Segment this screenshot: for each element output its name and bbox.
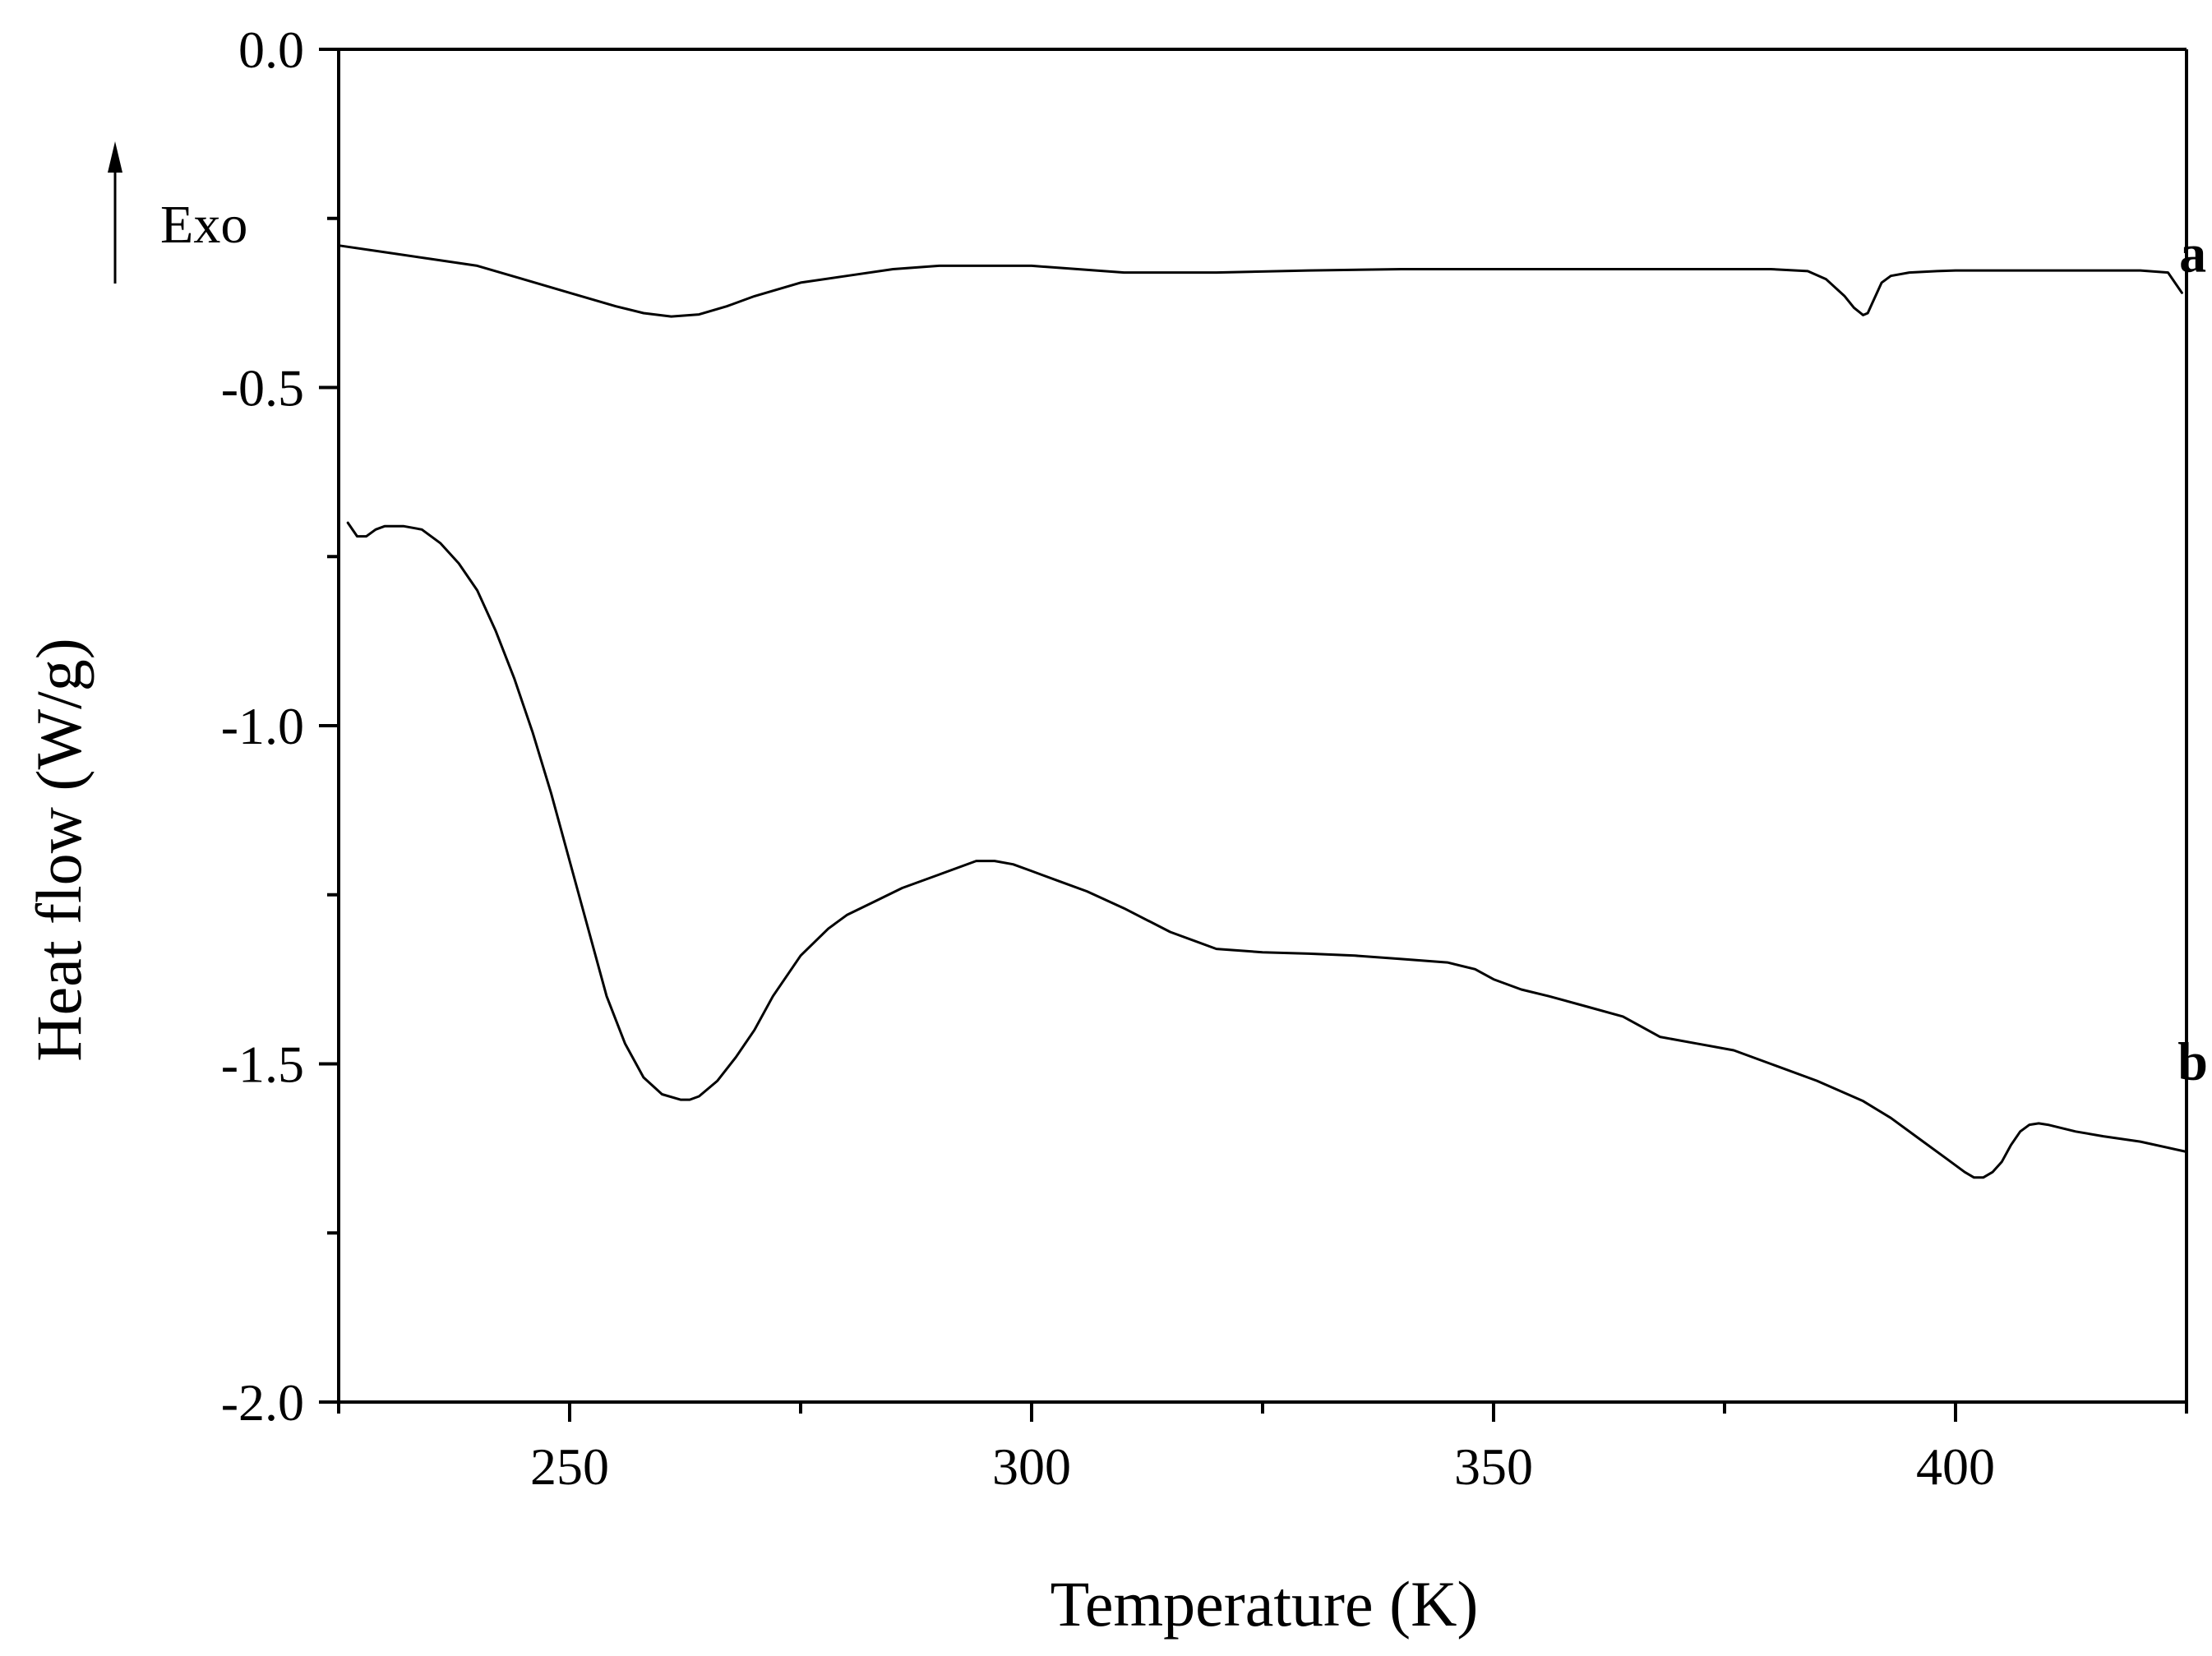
x-tick-label: 400 bbox=[1916, 1437, 1995, 1496]
x-tick-label: 250 bbox=[530, 1437, 609, 1496]
series-layer: ab bbox=[337, 224, 2208, 1179]
series-a-line bbox=[337, 244, 2183, 318]
axes bbox=[337, 48, 2188, 1404]
x-axis-title: Temperature (K) bbox=[1051, 1568, 1479, 1640]
series-a-label: a bbox=[2179, 224, 2206, 284]
x-ticks: 250 300 350 400 bbox=[337, 1402, 2188, 1496]
y-tick-label: -0.5 bbox=[221, 359, 304, 417]
y-tick-label: 0.0 bbox=[238, 21, 304, 79]
x-tick-label: 300 bbox=[992, 1437, 1071, 1496]
series-b-line bbox=[346, 521, 2188, 1179]
y-tick-label: -1.5 bbox=[221, 1036, 304, 1094]
exo-annotation: Exo bbox=[108, 141, 247, 284]
series-b-label: b bbox=[2177, 1031, 2208, 1091]
y-tick-label: -1.0 bbox=[221, 697, 304, 755]
exo-label: Exo bbox=[160, 195, 247, 255]
arrow-up-icon bbox=[108, 141, 122, 173]
x-tick-label: 350 bbox=[1454, 1437, 1533, 1496]
y-axis-title: Heat flow (W/g) bbox=[23, 638, 95, 1061]
y-tick-label: -2.0 bbox=[221, 1373, 304, 1432]
y-ticks: 0.0 -0.5 -1.0 -1.5 -2.0 bbox=[221, 21, 339, 1432]
